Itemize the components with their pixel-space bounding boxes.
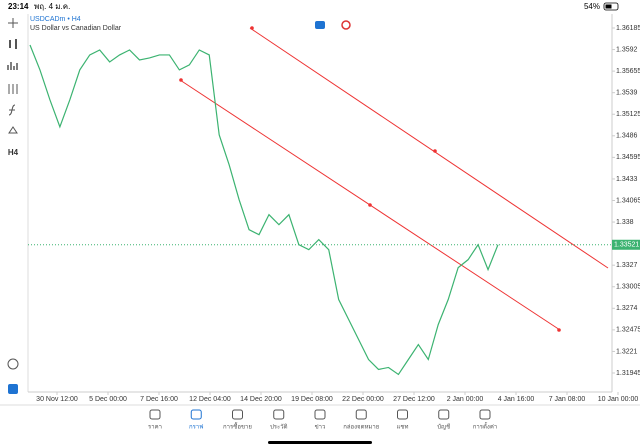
trend-handle[interactable] (250, 26, 254, 30)
function-tool[interactable] (8, 104, 16, 116)
tab-label[interactable]: ราคา (148, 424, 162, 431)
symbol-name[interactable]: USDCADm • H4 (30, 16, 81, 23)
indicators-tool[interactable] (7, 62, 18, 70)
status-time: 23:14 (8, 2, 29, 11)
tab-icon[interactable] (397, 409, 408, 420)
search-tool[interactable] (7, 358, 19, 370)
x-tick-label: 19 Dec 08:00 (291, 396, 333, 403)
settings-tool[interactable] (8, 84, 18, 94)
y-tick-label: 1.3274 (616, 305, 638, 312)
y-tick-label: 1.3539 (616, 90, 638, 97)
y-tick-label: 1.31945 (616, 370, 640, 377)
battery-level (605, 4, 612, 9)
tab-icon[interactable] (479, 409, 491, 420)
y-tick-label: 1.34595 (616, 154, 640, 161)
y-tick-label: 1.36185 (616, 25, 640, 32)
status-date: พฤ. 4 ม.ค. (34, 2, 70, 11)
trend-handle[interactable] (179, 78, 183, 82)
objects-tool[interactable] (8, 126, 18, 134)
symbol-description: US Dollar vs Canadian Dollar (30, 25, 122, 32)
tab-icon[interactable] (273, 409, 285, 420)
tab-icon[interactable] (232, 409, 243, 420)
crosshair-tool[interactable] (8, 18, 18, 28)
battery-icon (603, 2, 619, 11)
y-tick-label: 1.32475 (616, 327, 640, 334)
price-line (29, 44, 499, 376)
left-toolbar (7, 18, 19, 370)
y-tick-label: 1.3433 (616, 176, 638, 183)
tab-label[interactable]: กล่องจดหมาย (343, 424, 379, 431)
tab-label[interactable]: ข่าว (315, 424, 326, 431)
tab-icon[interactable] (438, 409, 450, 420)
tab-label[interactable]: แชท (397, 424, 409, 431)
x-tick-label: 22 Dec 00:00 (342, 396, 384, 403)
tab-icon[interactable] (355, 409, 367, 420)
y-tick-label: 1.33005 (616, 284, 640, 291)
x-tick-label: 27 Dec 12:00 (393, 396, 435, 403)
chart-type-tool[interactable] (9, 39, 17, 49)
timeframe[interactable]: H4 (8, 148, 19, 157)
x-tick-label: 4 Jan 16:00 (498, 396, 535, 403)
tab-icon[interactable] (149, 409, 161, 420)
x-tick-label: 30 Nov 12:00 (36, 396, 78, 403)
y-tick-label: 1.3592 (616, 46, 638, 53)
buy-button[interactable] (315, 21, 325, 29)
y-tick-label: 1.3486 (616, 133, 638, 140)
x-tick-label: 14 Dec 20:00 (240, 396, 282, 403)
x-tick-label: 12 Dec 04:00 (189, 396, 231, 403)
x-tick-label: 2 Jan 00:00 (447, 396, 484, 403)
status-battery: 54% (584, 2, 600, 11)
x-tick-label: 7 Dec 16:00 (140, 396, 178, 403)
tab-label[interactable]: การตั้งค่า (473, 421, 497, 431)
x-tick-label: 5 Dec 00:00 (89, 396, 127, 403)
trend-handle[interactable] (557, 328, 561, 332)
trend-handle[interactable] (368, 203, 372, 207)
tab-icon[interactable] (314, 409, 326, 420)
y-tick-label: 1.3221 (616, 348, 638, 355)
y-tick-label: 1.34065 (616, 197, 640, 204)
current-price-box (612, 239, 640, 250)
y-tick-label: 1.338 (616, 219, 634, 226)
tab-icon[interactable] (190, 409, 202, 420)
trend-handle[interactable] (433, 149, 437, 153)
tab-label[interactable]: กราฟ (189, 424, 203, 431)
tab-label[interactable]: บัญชี (437, 423, 450, 431)
tab-label[interactable]: การซื้อขาย (223, 421, 252, 431)
y-tick-label: 1.3327 (616, 262, 638, 269)
y-tick-label: 1.35655 (616, 68, 640, 75)
x-tick-label: 7 Jan 08:00 (549, 396, 586, 403)
home-indicator (268, 441, 372, 444)
app-logo (8, 384, 18, 394)
tab-label[interactable]: ประวัติ (270, 424, 288, 431)
sell-button[interactable] (341, 20, 351, 30)
x-tick-label: 10 Jan 00:00 (598, 396, 639, 403)
trend-line[interactable] (249, 27, 609, 269)
y-tick-label: 1.35125 (616, 111, 640, 118)
current-price-label: 1.33521 (614, 242, 639, 249)
